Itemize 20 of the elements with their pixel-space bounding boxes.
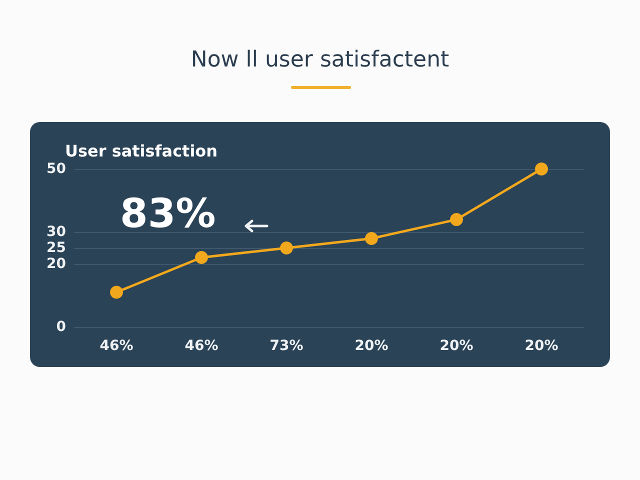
y-tick-label: 20 bbox=[46, 256, 66, 272]
chart-title: Now ll user satisfactent bbox=[190, 48, 450, 72]
point bbox=[110, 286, 123, 299]
point bbox=[535, 162, 548, 176]
y-tick-label: 0 bbox=[56, 319, 66, 335]
point bbox=[280, 242, 293, 254]
x-tick-label: 46% bbox=[184, 338, 218, 354]
chart-subtitle: User satisfaction bbox=[65, 142, 218, 160]
x-tick-label: 46% bbox=[100, 338, 134, 354]
x-tick-label: 20% bbox=[524, 338, 558, 354]
point bbox=[450, 213, 463, 226]
point bbox=[365, 232, 378, 246]
point bbox=[195, 250, 208, 264]
y-tick-label: 50 bbox=[46, 161, 66, 177]
y-tick-label: 25 bbox=[46, 240, 66, 256]
x-tick-label: 20% bbox=[354, 338, 388, 354]
x-tick-label: 20% bbox=[440, 338, 474, 354]
x-tick-label: 73% bbox=[270, 338, 304, 354]
y-tick-label: 30 bbox=[46, 224, 66, 240]
annotation: 83% bbox=[120, 191, 216, 237]
